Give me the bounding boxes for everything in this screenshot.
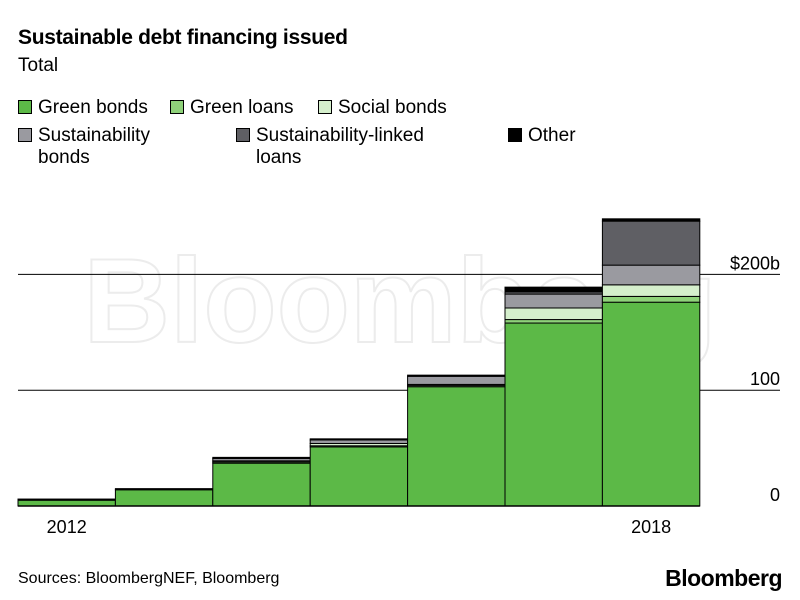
legend-item-sustainability-linked-loans: Sustainability-linked loans bbox=[236, 125, 424, 169]
legend-label: Green loans bbox=[190, 97, 294, 118]
bar-segment-sustainability-bonds-2016 bbox=[407, 375, 506, 385]
legend-item-green-loans: Green loans bbox=[170, 97, 294, 119]
bar-segment-green-loans-2018 bbox=[601, 295, 701, 303]
chart-title: Sustainable debt financing issued bbox=[18, 26, 348, 49]
x-tick-label: 2018 bbox=[631, 517, 671, 537]
bar-segment-other-2013 bbox=[114, 488, 214, 491]
legend-item-green-bonds: Green bonds bbox=[18, 97, 148, 119]
bar-segment-other-2016 bbox=[407, 374, 506, 377]
bar-segment-other-2017 bbox=[504, 286, 603, 293]
legend-label: Sustainability-linked loans bbox=[256, 125, 424, 168]
source-note: Sources: BloombergNEF, Bloomberg bbox=[18, 570, 280, 587]
bar-segment-other-2014 bbox=[212, 456, 311, 460]
bar-segment-green-bonds-2016 bbox=[407, 386, 506, 507]
legend-swatch bbox=[170, 100, 184, 114]
bar-segment-social-bonds-2018 bbox=[601, 284, 701, 297]
legend-swatch bbox=[18, 100, 32, 114]
bar-segment-green-bonds-2018 bbox=[601, 301, 701, 507]
bar-segment-other-2012 bbox=[17, 498, 116, 501]
bar-segment-green-bonds-2014 bbox=[212, 462, 311, 507]
legend-item-other: Other bbox=[508, 125, 576, 147]
bar-segment-green-bonds-2013 bbox=[114, 489, 214, 507]
bar-segment-sustainability-linked-loans-2018 bbox=[601, 220, 701, 266]
legend-label: Green bonds bbox=[38, 97, 148, 118]
chart-subtitle: Total bbox=[18, 55, 59, 76]
legend-label: Social bonds bbox=[338, 97, 447, 118]
legend-label: Other bbox=[528, 125, 576, 146]
bar-segment-other-2015 bbox=[309, 438, 409, 441]
x-tick-label: 2012 bbox=[47, 517, 87, 537]
bar-segment-other-2018 bbox=[601, 218, 701, 222]
legend-label: Sustainability bonds bbox=[38, 125, 150, 168]
bar-segment-green-loans-2017 bbox=[504, 319, 603, 324]
bar-segment-green-bonds-2017 bbox=[504, 322, 603, 507]
legend-swatch bbox=[18, 128, 32, 142]
bar-segment-sustainability-bonds-2018 bbox=[601, 264, 701, 286]
y-tick-label: $200b bbox=[730, 253, 780, 273]
bar-segment-green-bonds-2012 bbox=[17, 499, 116, 507]
legend-swatch bbox=[318, 100, 332, 114]
y-tick-label: 100 bbox=[750, 369, 780, 389]
bar-segment-green-bonds-2015 bbox=[309, 446, 409, 507]
bar-segment-social-bonds-2017 bbox=[504, 307, 603, 321]
bar-segment-sustainability-bonds-2017 bbox=[504, 293, 603, 309]
bar-segment-sustainability-bonds-2015 bbox=[309, 439, 409, 444]
legend-swatch bbox=[236, 128, 250, 142]
legend-swatch bbox=[508, 128, 522, 142]
bloomberg-logo: Bloomberg bbox=[665, 565, 782, 591]
legend-item-social-bonds: Social bonds bbox=[318, 97, 447, 119]
legend-item-sustainability-bonds: Sustainability bonds bbox=[18, 125, 150, 169]
y-tick-label: 0 bbox=[770, 485, 780, 505]
